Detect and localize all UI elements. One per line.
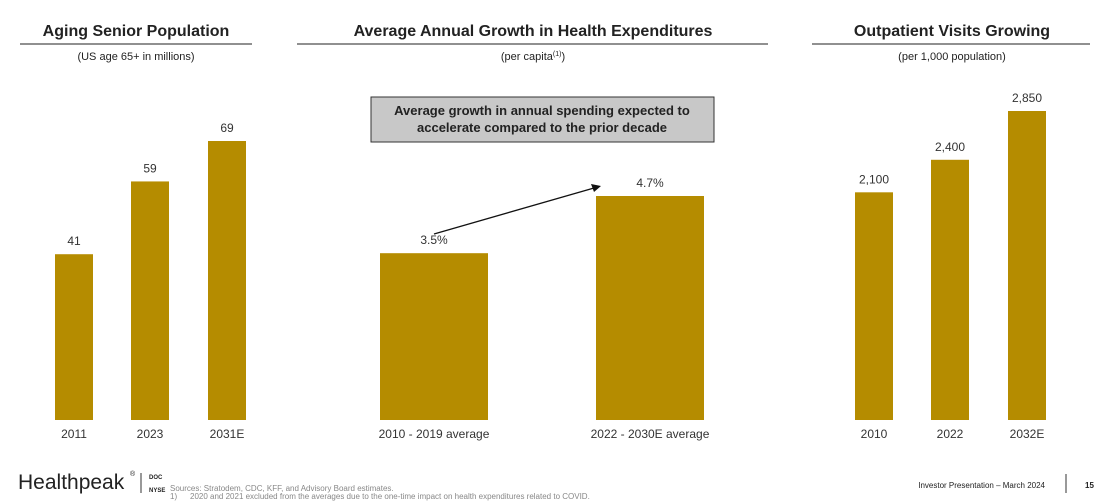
value-label: 4.7%: [636, 176, 664, 190]
value-label: 69: [220, 121, 234, 135]
chart-title: Aging Senior Population: [43, 23, 230, 40]
value-label: 2,400: [935, 140, 965, 154]
subtitle-part: (US age 65+ in millions): [77, 51, 194, 63]
x-tick-label: 2010 - 2019 average: [379, 427, 490, 441]
brand: Healthpeak: [18, 471, 125, 494]
bar: [131, 181, 169, 420]
x-tick-label: 2031E: [210, 427, 245, 441]
arrow: [433, 187, 595, 235]
exchange: NYSE: [149, 488, 165, 494]
subtitle-part: (per 1,000 population): [898, 51, 1006, 63]
chart-subtitle: (US age 65+ in millions): [77, 51, 194, 63]
x-tick-label: 2022 - 2030E average: [591, 427, 710, 441]
note-number: 1): [170, 492, 177, 501]
chart-subtitle: (per capita(1)): [501, 51, 565, 63]
subtitle-part: (per capita: [501, 51, 554, 63]
x-tick-label: 2011: [61, 427, 87, 441]
page-number: 15: [1085, 481, 1094, 490]
value-label: 41: [67, 234, 81, 248]
chart-title: Outpatient Visits Growing: [854, 23, 1050, 40]
value-label: 59: [143, 161, 157, 175]
subtitle-superscript: (1): [553, 51, 562, 58]
annotation: accelerate compared to the prior decade: [417, 120, 667, 135]
x-tick-label: 2010: [861, 427, 888, 441]
annotation: Average growth in annual spending expect…: [394, 103, 690, 118]
ticker: DOC: [149, 475, 163, 481]
bar: [855, 192, 893, 420]
value-label: 3.5%: [420, 233, 448, 247]
value-label: 2,100: [859, 172, 889, 186]
brand-mark: ®: [130, 470, 136, 478]
bar: [55, 254, 93, 420]
note: 2020 and 2021 excluded from the averages…: [190, 492, 590, 501]
bar: [208, 141, 246, 420]
subtitle-part: ): [561, 51, 565, 63]
annotation-box: [370, 96, 715, 143]
presentation: Investor Presentation – March 2024: [918, 481, 1045, 490]
x-tick-label: 2032E: [1010, 427, 1045, 441]
arrow-head: [591, 184, 601, 192]
bar: [596, 196, 704, 420]
sources: Sources: Stratodem, CDC, KFF, and Adviso…: [170, 484, 394, 493]
bar: [1008, 111, 1046, 420]
x-tick-label: 2023: [137, 427, 164, 441]
value-label: 2,850: [1012, 91, 1042, 105]
x-tick-label: 2022: [937, 427, 964, 441]
chart-title: Average Annual Growth in Health Expendit…: [354, 23, 713, 40]
chart-subtitle: (per 1,000 population): [898, 51, 1006, 63]
bar: [931, 159, 969, 420]
bar: [380, 253, 488, 420]
